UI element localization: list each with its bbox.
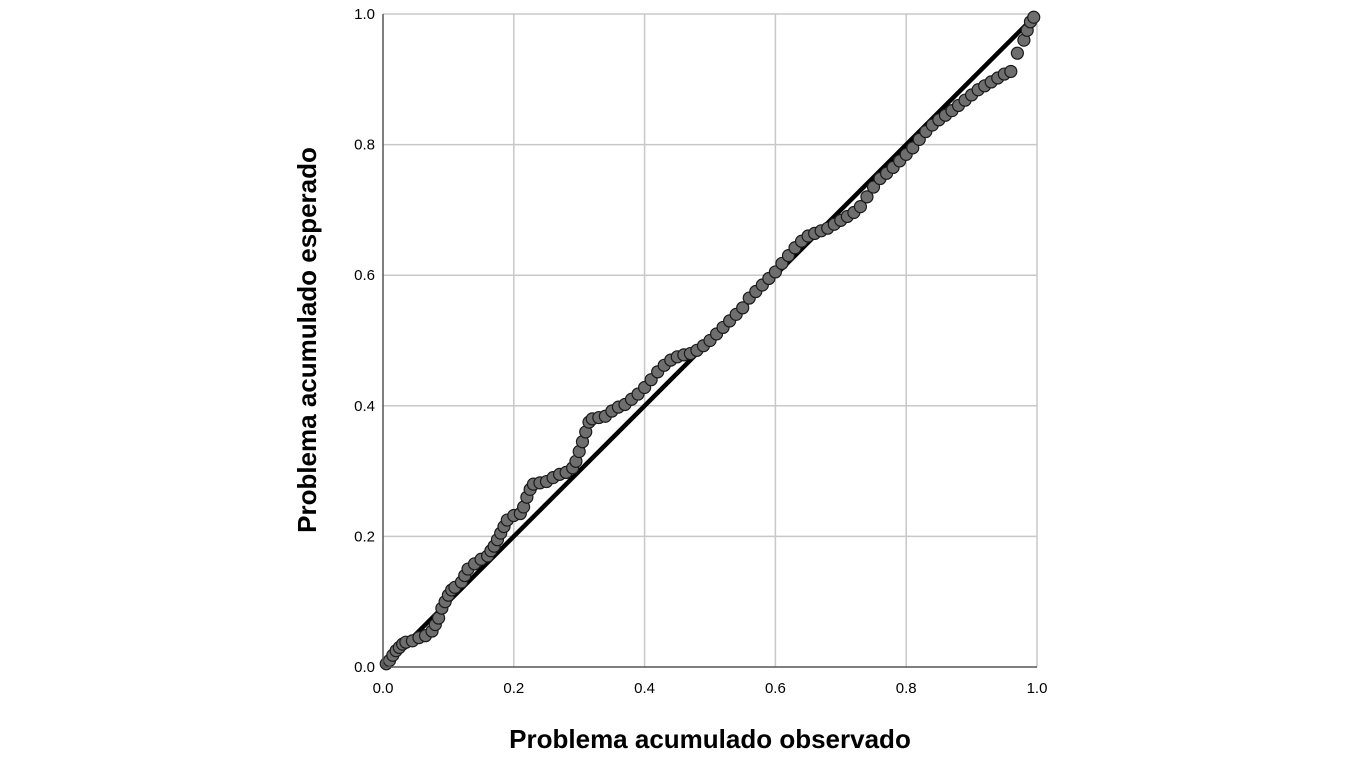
data-point [736, 301, 750, 315]
x-tick-label: 0.2 [503, 680, 524, 697]
x-tick-label: 0.6 [765, 680, 786, 697]
y-tick-label: 0.6 [354, 267, 375, 284]
y-tick-label: 0.4 [354, 398, 375, 415]
x-axis-title: Problema acumulado observado [509, 724, 911, 754]
y-tick-label: 0.8 [354, 137, 375, 154]
axes [382, 14, 1037, 668]
x-tick-label: 1.0 [1027, 680, 1048, 697]
data-point [1010, 46, 1024, 60]
grid-lines [383, 13, 1038, 667]
data-point [853, 200, 868, 214]
data-point [1027, 10, 1041, 24]
y-axis-title: Problema acumulado esperado [292, 147, 322, 533]
y-tick-label: 0.0 [354, 659, 375, 676]
y-tick-label: 1.0 [354, 6, 375, 23]
x-tick-label: 0.4 [634, 680, 655, 697]
x-tick-label: 0.8 [896, 680, 917, 697]
y-tick-label: 0.2 [354, 528, 375, 545]
x-tick-labels: 0.0 0.2 0.4 0.6 0.8 1.0 [373, 680, 1048, 697]
data-point [1004, 64, 1018, 79]
data-point [860, 190, 874, 204]
x-tick-label: 0.0 [373, 680, 394, 697]
y-tick-labels: 0.0 0.2 0.4 0.6 0.8 1.0 [354, 6, 375, 676]
data-points [379, 10, 1041, 671]
